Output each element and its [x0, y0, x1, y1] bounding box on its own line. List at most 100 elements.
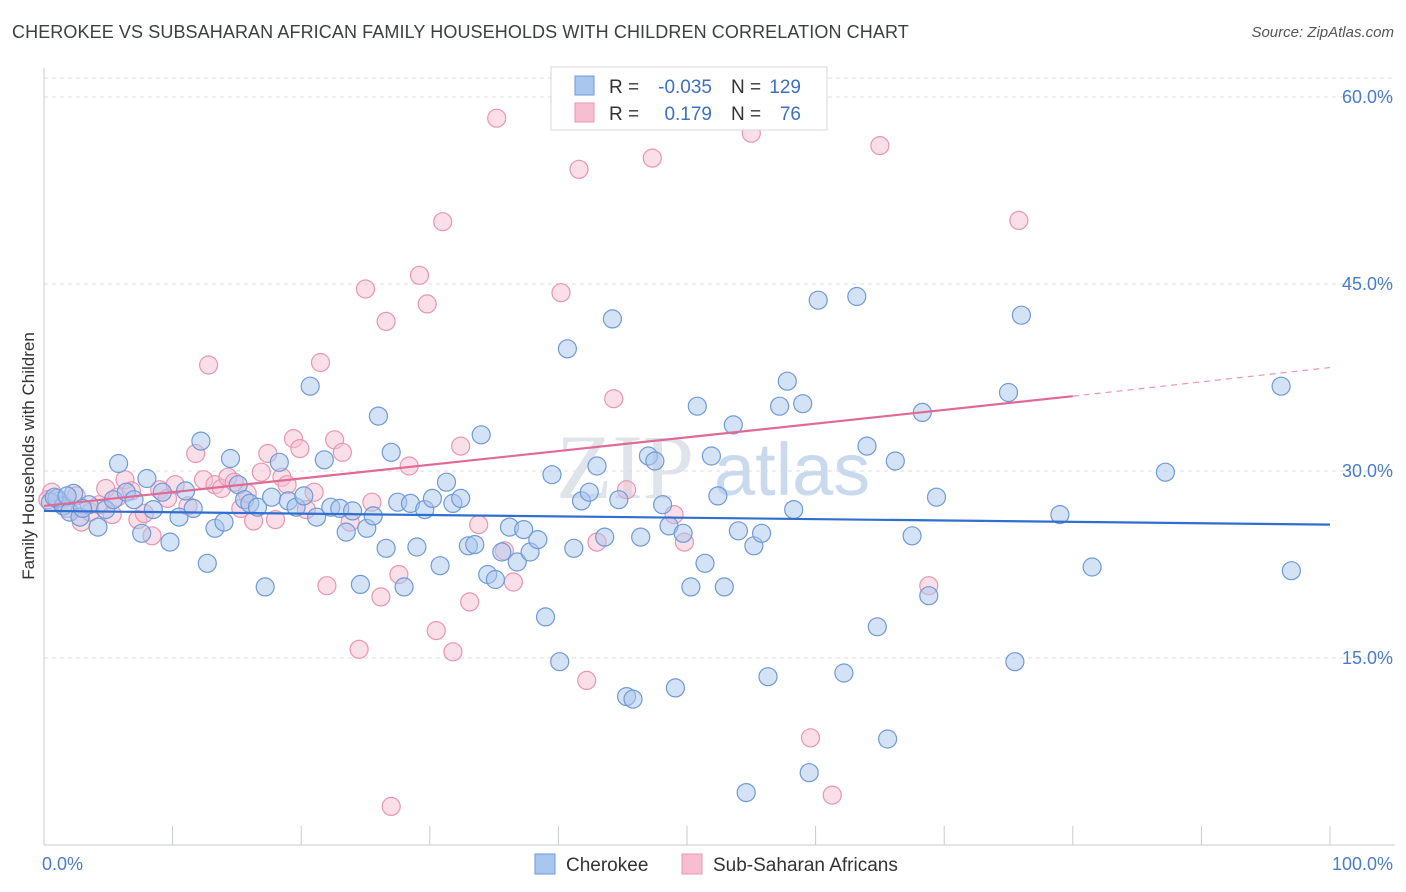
cherokee-point-128: [72, 498, 93, 518]
ssa-point-31: [265, 509, 286, 530]
cherokee-point-100: [751, 523, 772, 543]
cherokee-point-101: [758, 667, 778, 687]
cherokee-point-32: [269, 452, 289, 472]
cherokee-point-21: [191, 431, 211, 451]
cherokee-point-56: [436, 472, 457, 492]
cherokee-point-76: [579, 482, 599, 502]
cherokee-point-54: [422, 488, 442, 508]
cherokee-point-14: [137, 468, 157, 489]
cherokee-point-7: [88, 517, 108, 537]
y-tick-label-60: 60.0%: [1342, 87, 1393, 107]
cherokee-point-41: [336, 522, 356, 542]
ssa-point-46: [371, 587, 391, 607]
ssa-point-72: [800, 728, 821, 748]
cherokee-point-55: [430, 556, 450, 576]
cherokee-point-123: [1155, 462, 1176, 482]
ssa-point-39: [317, 576, 337, 596]
cherokee-point-45: [363, 506, 383, 526]
bottom-legend-cherokee: Cherokee: [566, 855, 648, 876]
ssa-point-44: [355, 279, 376, 299]
cherokee-point-113: [885, 451, 905, 471]
ssa-point-52: [417, 294, 437, 314]
legend-n-value-cherokee: 129: [769, 77, 801, 98]
legend-r-value-cherokee: -0.035: [658, 77, 712, 98]
cherokee-point-92: [695, 553, 715, 573]
ssa-point-29: [251, 462, 271, 482]
cherokee-point-90: [681, 577, 701, 597]
cherokee-point-108: [834, 663, 854, 683]
cherokee-point-104: [784, 500, 804, 520]
cherokee-point-121: [1050, 504, 1070, 525]
cherokee-point-107: [808, 290, 828, 310]
ssa-point-38: [310, 352, 331, 373]
cherokee-point-93: [701, 446, 722, 466]
ssa-point-59: [487, 108, 507, 128]
y-tick-label-30: 30.0%: [1342, 461, 1393, 481]
cherokee-point-110: [857, 436, 877, 456]
cherokee-point-63: [485, 569, 505, 590]
ssa-point-63: [569, 159, 589, 179]
cherokee-point-46: [368, 406, 388, 426]
ssa-point-48: [381, 796, 401, 817]
cherokee-point-30: [255, 577, 275, 597]
ssa-point-41: [332, 442, 352, 462]
ssa-point-35: [290, 439, 310, 459]
cherokee-point-109: [847, 286, 867, 307]
ssa-point-62: [551, 283, 571, 303]
cherokee-point-82: [623, 689, 643, 709]
cherokee-point-67: [514, 519, 534, 540]
ssa-point-66: [604, 389, 624, 409]
cherokee-point-61: [471, 425, 491, 445]
x-tick-label-max: 100.0%: [1332, 854, 1393, 874]
legend: R = -0.035 N = 129 R = 0.179 N = 76: [550, 66, 828, 131]
ssa-point-73: [822, 785, 842, 805]
cherokee-point-83: [631, 527, 651, 547]
legend-swatch-cherokee: [574, 75, 595, 96]
ssa-point-56: [451, 436, 471, 456]
cherokee-point-24: [214, 512, 234, 532]
cherokee-point-50: [394, 577, 414, 597]
cherokee-point-20: [183, 498, 203, 518]
cherokee-point-116: [919, 586, 939, 606]
cherokee-point-37: [307, 507, 327, 527]
cherokee-point-125: [1281, 561, 1302, 581]
cherokee-point-10: [108, 453, 129, 474]
ssa-trend-line: [43, 395, 1073, 508]
cherokee-point-103: [777, 371, 797, 391]
cherokee-point-22: [197, 553, 217, 573]
ssa-points: [38, 108, 1029, 817]
cherokee-point-47: [376, 538, 396, 558]
cherokee-point-64: [492, 542, 512, 562]
cherokee-point-78: [595, 527, 615, 547]
bottom-legend: Cherokee Sub-Saharan Africans: [534, 853, 898, 876]
bottom-legend-swatch-cherokee: [534, 853, 556, 875]
cherokee-point-29: [247, 497, 268, 517]
legend-swatch-ssa: [574, 102, 595, 123]
cherokee-point-36: [300, 376, 320, 396]
cherokee-point-31: [262, 487, 282, 507]
cherokee-point-69: [528, 529, 548, 550]
cherokee-point-12: [124, 490, 144, 510]
axes: 15.0% 30.0% 45.0% 60.0%: [43, 68, 1395, 846]
cherokee-point-114: [902, 526, 922, 546]
ssa-point-21: [199, 355, 219, 375]
ssa-point-74: [870, 136, 890, 156]
ssa-point-51: [409, 265, 430, 285]
legend-n-label-cherokee: N =: [731, 77, 761, 98]
bottom-legend-swatch-ssa: [681, 853, 703, 875]
cherokee-point-77: [587, 456, 607, 476]
legend-n-value-ssa: 76: [780, 104, 801, 125]
cherokee-point-86: [652, 495, 673, 515]
cherokee-point-120: [1011, 305, 1032, 325]
chart-title: CHEROKEE VS SUBSAHARAN AFRICAN FAMILY HO…: [12, 22, 909, 42]
cherokee-point-96: [723, 415, 743, 435]
cherokee-point-111: [867, 617, 887, 637]
cherokee-points: [40, 286, 1302, 803]
cherokee-point-15: [143, 500, 163, 520]
cherokee-point-72: [550, 652, 570, 672]
legend-r-value-ssa: 0.179: [664, 104, 712, 125]
cherokee-trend-line: [43, 509, 1331, 526]
ssa-point-58: [469, 514, 489, 535]
ssa-point-61: [503, 572, 524, 592]
cherokee-point-66: [507, 552, 527, 572]
